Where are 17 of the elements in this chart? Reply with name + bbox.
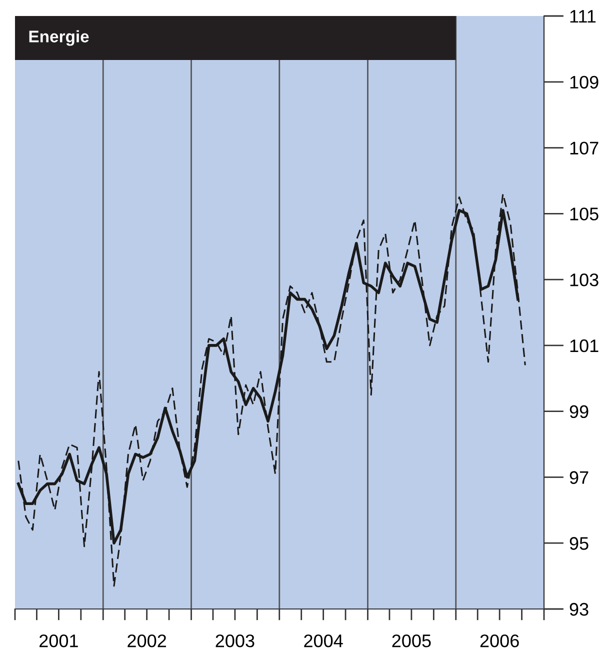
- text: Energie: [29, 30, 89, 46]
- y-tick-label: 107: [570, 142, 598, 154]
- y-tick-label: 109: [570, 76, 598, 89]
- y-tick-label: 105: [570, 208, 598, 220]
- y-tick-label: 99: [570, 405, 588, 418]
- x-tick-label: 2005: [392, 634, 431, 648]
- y-tick-label: 97: [570, 471, 588, 484]
- x-tick-label: 2006: [480, 634, 519, 648]
- y-tick-label: 101: [570, 339, 598, 352]
- x-tick-label: 2003: [216, 634, 254, 648]
- y-tick-label: 95: [570, 537, 588, 550]
- y-tick-label: 93: [570, 602, 588, 616]
- x-tick-label: 2002: [128, 634, 166, 648]
- x-tick-label: 2001: [40, 634, 78, 648]
- y-tick-label: 111: [570, 10, 596, 23]
- y-tick-label: 103: [570, 273, 598, 286]
- x-tick-label: 2004: [304, 634, 343, 648]
